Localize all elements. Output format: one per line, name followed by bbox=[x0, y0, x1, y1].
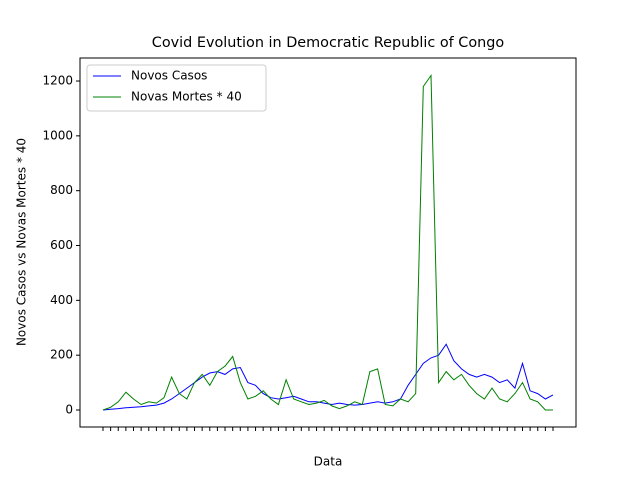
y-tick-label: 200 bbox=[50, 348, 73, 362]
y-tick-label: 800 bbox=[50, 183, 73, 197]
y-axis-label: Novos Casos vs Novas Mortes * 40 bbox=[15, 138, 29, 346]
y-tick-label: 400 bbox=[50, 293, 73, 307]
series-line bbox=[102, 73, 553, 411]
legend: Novos Casos Novas Mortes * 40 bbox=[86, 64, 267, 112]
y-tick-label: 600 bbox=[50, 238, 73, 252]
series-line bbox=[102, 343, 554, 411]
plot-area bbox=[102, 73, 554, 411]
legend-box bbox=[86, 64, 267, 112]
legend-label: Novos Casos bbox=[131, 69, 207, 83]
y-tick-label: 1000 bbox=[42, 128, 73, 142]
axes-frame bbox=[79, 57, 577, 428]
y-tick-label: 0 bbox=[65, 403, 73, 417]
x-axis-label: Data bbox=[314, 455, 343, 469]
y-tick-label: 1200 bbox=[42, 74, 73, 88]
legend-label: Novas Mortes * 40 bbox=[131, 90, 242, 104]
chart-title: Covid Evolution in Democratic Republic o… bbox=[152, 35, 505, 51]
